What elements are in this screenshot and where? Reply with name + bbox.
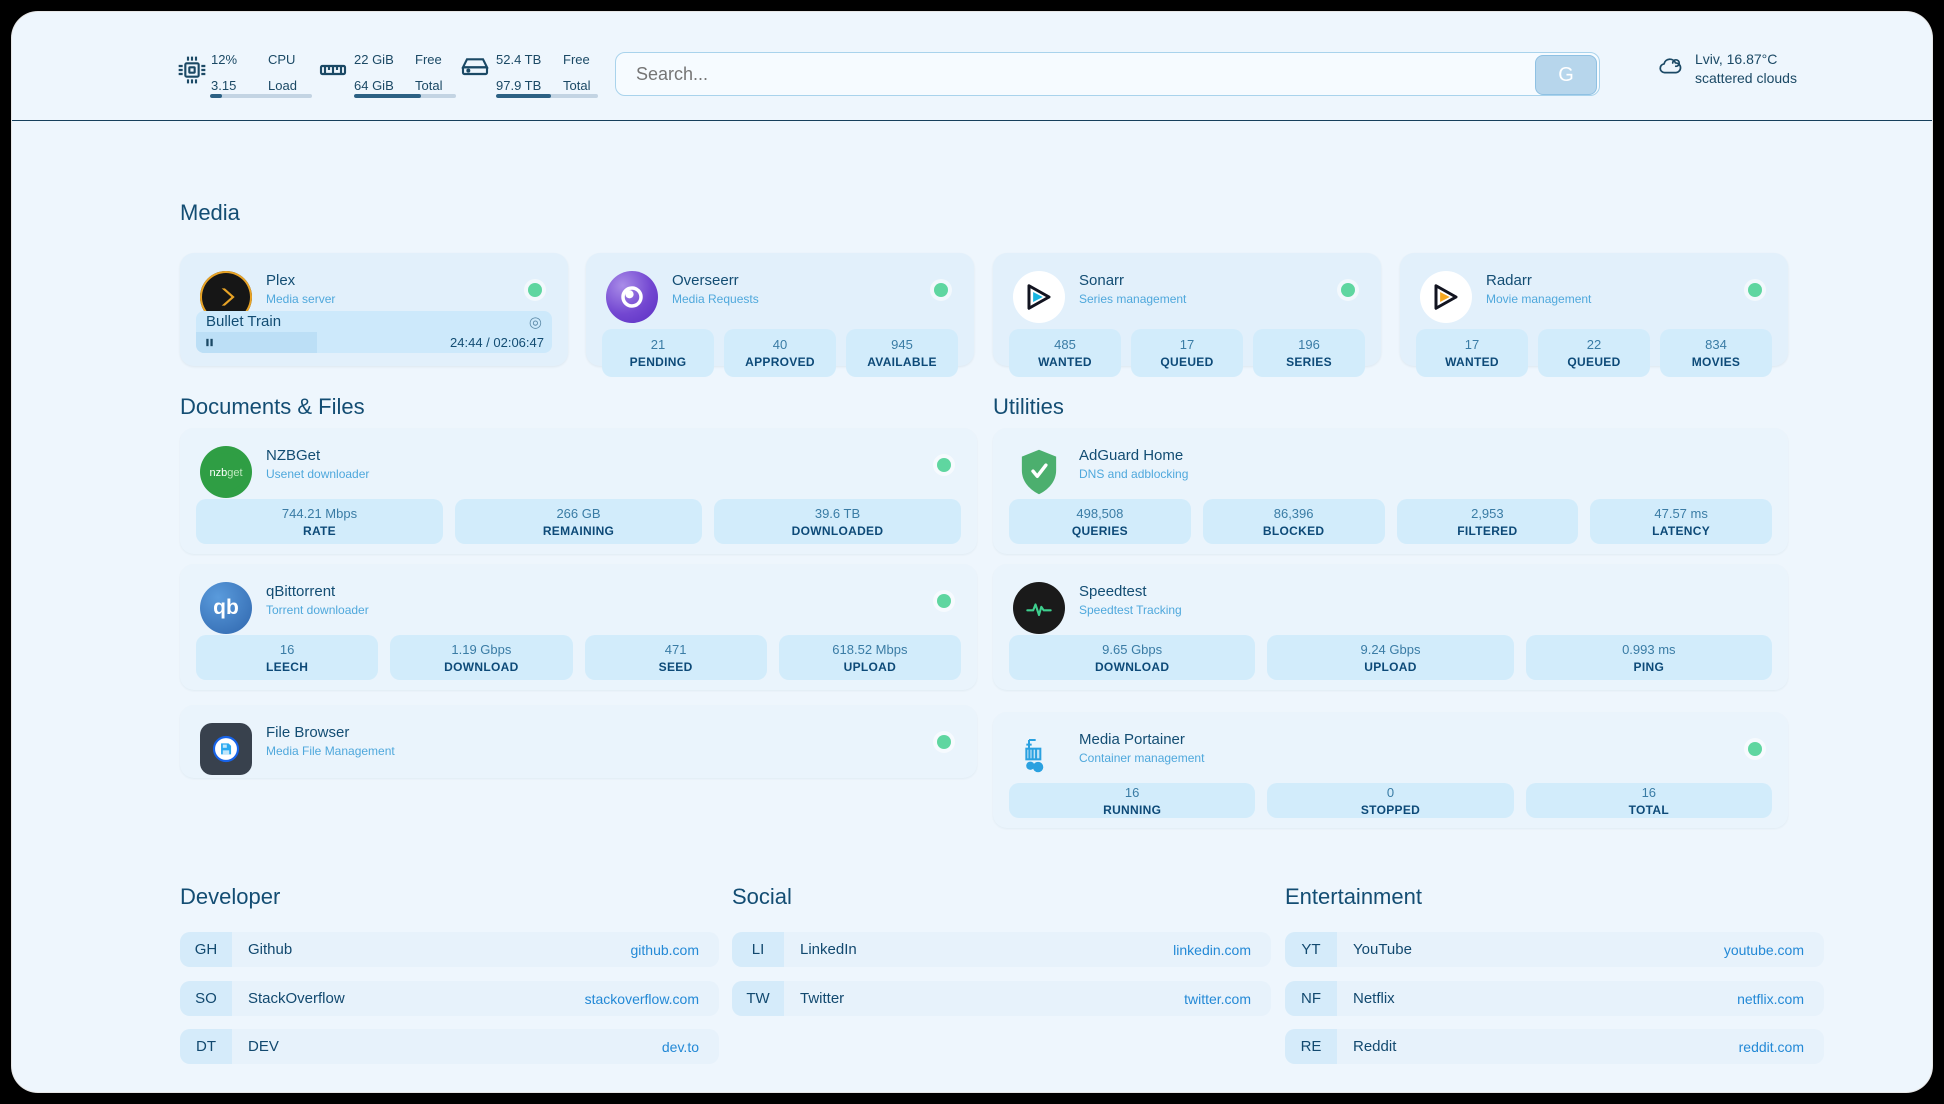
svg-text:nzbget: nzbget bbox=[209, 467, 242, 479]
